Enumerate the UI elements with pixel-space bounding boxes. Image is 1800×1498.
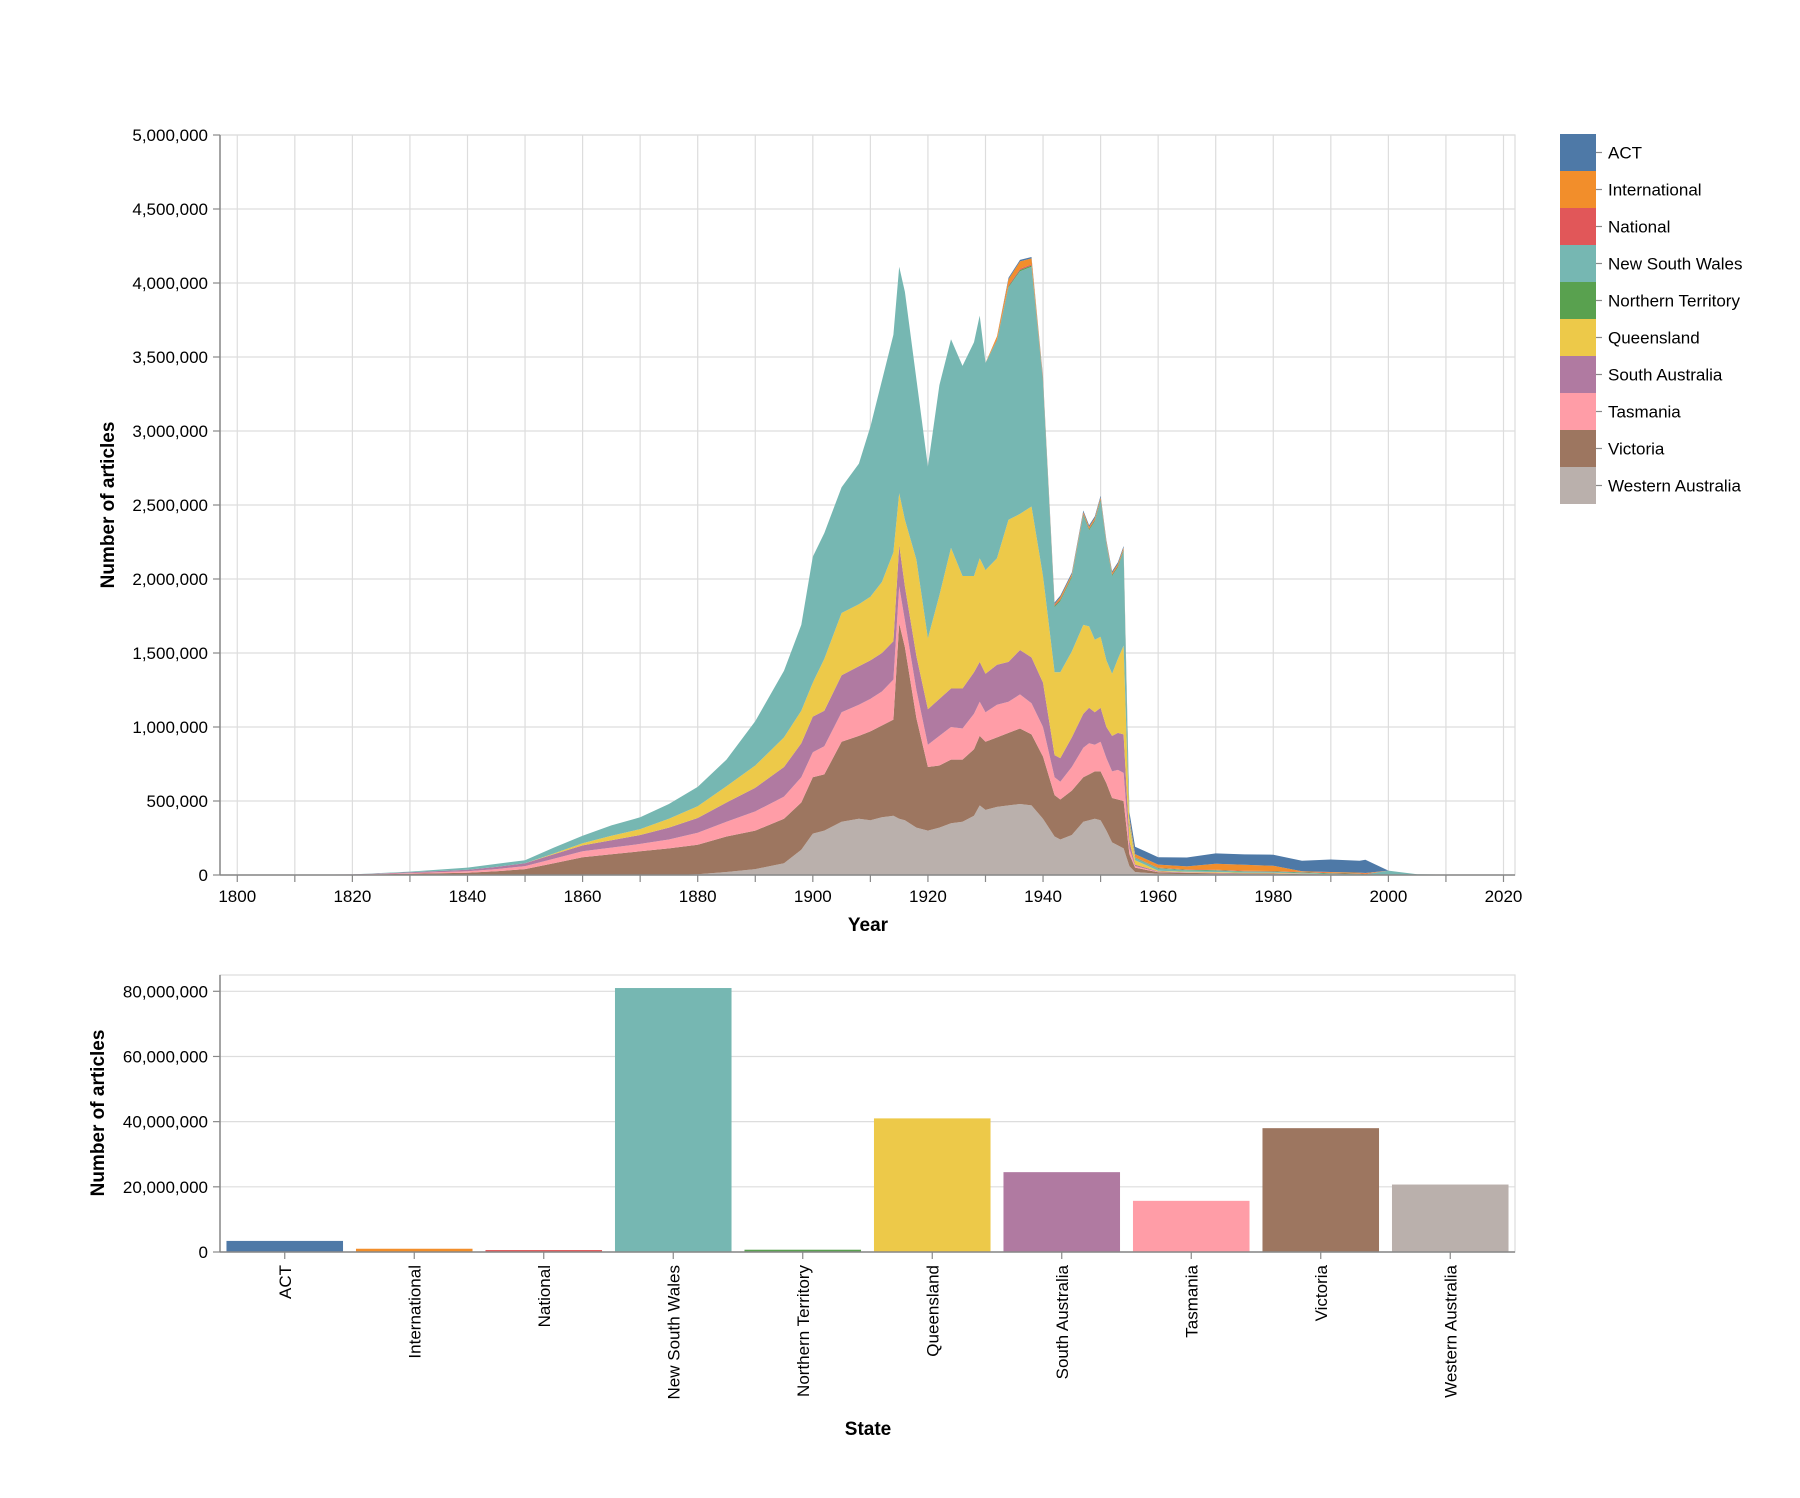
bar-y-axis-title: Number of articles — [88, 1030, 109, 1197]
legend-label: Western Australia — [1608, 477, 1741, 496]
area-axes: 1800 1820 1840 1860 1880 1900 1920 1940 1960 1980… — [132, 126, 1522, 906]
area-y-tick-label: 4,000,000 — [132, 274, 208, 293]
area-y-tick-label: 3,500,000 — [132, 348, 208, 367]
legend-swatch — [1560, 282, 1596, 319]
area-y-tick-label: 5,000,000 — [132, 126, 208, 145]
area-x-tick-label: 1980 — [1254, 887, 1292, 906]
area-y-tick-label: 2,500,000 — [132, 496, 208, 515]
bar-tasmania — [1132, 1200, 1250, 1252]
bar-x-tick-label: New South Wales — [664, 1265, 683, 1399]
legend-item-south-australia: South Australia — [1560, 356, 1723, 393]
bar-bars — [226, 988, 1509, 1252]
bar-act — [226, 1240, 344, 1252]
bar-international — [355, 1248, 473, 1252]
bar-south-australia — [1003, 1172, 1121, 1252]
legend-label: Tasmania — [1608, 403, 1681, 422]
legend-swatch — [1560, 134, 1596, 171]
bar-x-tick-label: National — [535, 1265, 554, 1327]
legend-swatch — [1560, 393, 1596, 430]
area-x-tick-label: 1880 — [679, 887, 717, 906]
legend-swatch — [1560, 356, 1596, 393]
area-y-tick-label: 2,000,000 — [132, 570, 208, 589]
legend-swatch — [1560, 467, 1596, 504]
legend-label: South Australia — [1608, 366, 1723, 385]
area-series-western-australia — [254, 804, 1504, 875]
legend-item-tasmania: Tasmania — [1560, 393, 1681, 430]
bar-x-tick-label: Queensland — [923, 1265, 942, 1357]
area-y-tick-label: 4,500,000 — [132, 200, 208, 219]
legend-label: Northern Territory — [1608, 292, 1740, 311]
bar-axes: ACT International National New South Wales N… — [123, 975, 1515, 1399]
bar-northern-territory — [744, 1249, 862, 1252]
area-x-tick-label: 1920 — [909, 887, 947, 906]
bar-x-tick-label: Western Australia — [1441, 1264, 1460, 1397]
area-x-tick-label: 1900 — [794, 887, 832, 906]
bar-victoria — [1262, 1128, 1380, 1252]
legend-swatch — [1560, 430, 1596, 467]
legend-label: Queensland — [1608, 329, 1700, 348]
legend-label: Victoria — [1608, 440, 1665, 459]
bar-y-tick-label: 40,000,000 — [123, 1113, 208, 1132]
area-y-tick-label: 500,000 — [147, 792, 208, 811]
legend-swatch — [1560, 319, 1596, 356]
bar-x-tick-label: Tasmania — [1182, 1264, 1201, 1337]
bar-national — [485, 1250, 603, 1252]
bar-y-tick-label: 80,000,000 — [123, 982, 208, 1001]
legend-item-national: National — [1560, 208, 1670, 245]
legend-label: National — [1608, 218, 1670, 237]
legend-swatch — [1560, 245, 1596, 282]
area-y-tick-label: 1,000,000 — [132, 718, 208, 737]
area-x-tick-label: 1960 — [1139, 887, 1177, 906]
bar-y-tick-label: 20,000,000 — [123, 1178, 208, 1197]
legend-item-northern-territory: Northern Territory — [1560, 282, 1740, 319]
bar-x-tick-label: Northern Territory — [794, 1265, 813, 1397]
bar-queensland — [873, 1118, 991, 1252]
bar-x-axis-title: State — [845, 1419, 891, 1440]
area-x-tick-label: 1800 — [218, 887, 256, 906]
area-layers — [254, 257, 1504, 875]
area-x-tick-label: 1940 — [1024, 887, 1062, 906]
bar-y-tick-label: 0 — [199, 1243, 208, 1262]
legend-swatch — [1560, 171, 1596, 208]
legend-label: New South Wales — [1608, 255, 1742, 274]
area-x-tick-label: 2000 — [1369, 887, 1407, 906]
area-series-victoria — [254, 623, 1504, 875]
area-x-tick-label: 1860 — [564, 887, 602, 906]
bar-new-south-wales — [614, 988, 732, 1252]
legend-item-victoria: Victoria — [1560, 430, 1665, 467]
legend-item-new-south-wales: New South Wales — [1560, 245, 1742, 282]
bar-chart: ACT International National New South Wales N… — [88, 974, 1516, 1440]
area-x-axis-title: Year — [848, 915, 889, 936]
legend-swatch — [1560, 208, 1596, 245]
area-x-tick-label: 1840 — [449, 887, 487, 906]
legend-label: International — [1608, 181, 1702, 200]
legend-label: ACT — [1608, 144, 1642, 163]
area-y-tick-label: 0 — [199, 866, 208, 885]
area-x-tick-label: 2020 — [1485, 887, 1523, 906]
bar-x-tick-label: ACT — [276, 1265, 295, 1299]
area-y-tick-label: 3,000,000 — [132, 422, 208, 441]
area-x-tick-label: 1820 — [333, 887, 371, 906]
area-y-tick-label: 1,500,000 — [132, 644, 208, 663]
bar-x-tick-label: South Australia — [1053, 1264, 1072, 1379]
bar-x-tick-label: International — [405, 1265, 424, 1359]
area-y-axis-title: Number of articles — [98, 422, 119, 589]
area-series-new-south-wales — [254, 266, 1504, 875]
bar-western-australia — [1391, 1184, 1509, 1252]
bar-y-tick-label: 60,000,000 — [123, 1047, 208, 1066]
legend: ACT International National New South Wales N… — [1560, 134, 1742, 504]
legend-item-international: International — [1560, 171, 1702, 208]
legend-item-act: ACT — [1560, 134, 1642, 171]
legend-item-queensland: Queensland — [1560, 319, 1700, 356]
legend-item-western-australia: Western Australia — [1560, 467, 1741, 504]
bar-x-tick-label: Victoria — [1312, 1264, 1331, 1321]
area-chart: 1800 1820 1840 1860 1880 1900 1920 1940 1960 1980… — [98, 126, 1522, 936]
